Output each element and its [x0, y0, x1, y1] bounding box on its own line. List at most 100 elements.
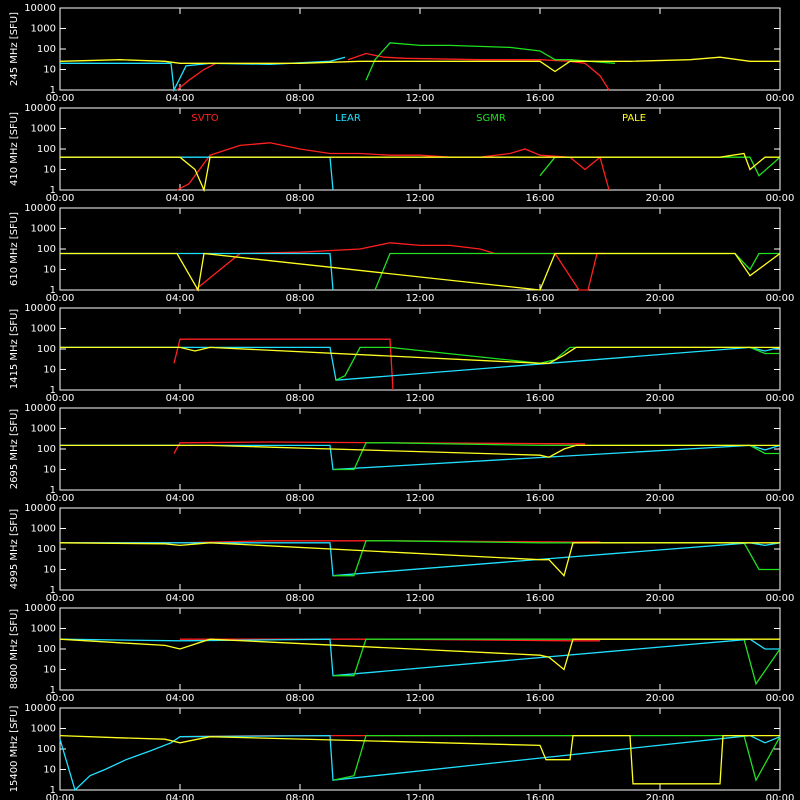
series-line — [194, 242, 606, 291]
y-tick-label: 10 — [43, 665, 56, 676]
plot-frame — [59, 107, 781, 191]
y-axis-label: 245 MHz [SFU] — [9, 12, 20, 86]
series-line — [333, 442, 780, 471]
x-tick-label: 00:00 — [766, 493, 795, 504]
y-tick-label: 1 — [50, 85, 56, 96]
series-line — [365, 42, 616, 81]
series-line — [59, 638, 780, 671]
series-line — [59, 542, 780, 577]
y-tick-label: 1000 — [31, 324, 56, 335]
x-tick-label: 20:00 — [646, 493, 675, 504]
x-tick-label: 00:00 — [766, 93, 795, 104]
plot-frame — [59, 707, 781, 791]
y-tick-label: 100 — [37, 444, 56, 455]
series-line — [374, 252, 780, 291]
x-tick-label: 12:00 — [406, 393, 435, 404]
x-tick-label: 08:00 — [286, 393, 315, 404]
x-tick-label: 04:00 — [166, 193, 195, 204]
x-tick-label: 12:00 — [406, 593, 435, 604]
series-line — [60, 346, 780, 364]
x-tick-label: 12:00 — [406, 293, 435, 304]
plot-frame — [59, 307, 781, 391]
x-tick-label: 08:00 — [286, 493, 315, 504]
series-line — [60, 444, 781, 471]
y-tick-label: 1000 — [31, 624, 56, 635]
x-tick-label: 16:00 — [526, 193, 555, 204]
y-tick-label: 10000 — [24, 103, 56, 114]
y-tick-label: 10 — [43, 365, 56, 376]
y-tick-label: 10000 — [24, 703, 56, 714]
y-axis-label: 410 MHz [SFU] — [9, 112, 20, 186]
x-tick-label: 16:00 — [526, 93, 555, 104]
x-tick-label: 00:00 — [46, 93, 75, 104]
y-tick-label: 10000 — [24, 403, 56, 414]
legend-label: SGMR — [476, 113, 506, 124]
x-tick-label: 20:00 — [646, 393, 675, 404]
x-tick-label: 12:00 — [406, 93, 435, 104]
x-tick-label: 00:00 — [766, 193, 795, 204]
x-tick-label: 00:00 — [766, 693, 795, 704]
x-tick-label: 12:00 — [406, 493, 435, 504]
series-line — [60, 346, 781, 381]
x-tick-label: 00:00 — [46, 393, 75, 404]
x-tick-label: 16:00 — [526, 793, 555, 800]
series-line — [59, 56, 780, 73]
x-tick-label: 00:00 — [766, 593, 795, 604]
series-line — [176, 142, 610, 191]
x-tick-label: 12:00 — [406, 793, 435, 800]
x-tick-label: 16:00 — [526, 393, 555, 404]
plot-frame — [59, 207, 781, 291]
x-tick-label: 16:00 — [526, 593, 555, 604]
y-tick-label: 1 — [50, 585, 56, 596]
series-line — [332, 734, 781, 782]
y-tick-label: 10 — [43, 565, 56, 576]
series-line — [176, 52, 610, 91]
y-axis-label: 8800 MHz [SFU] — [9, 609, 20, 690]
x-tick-label: 20:00 — [646, 793, 675, 800]
y-tick-label: 10 — [43, 265, 56, 276]
x-tick-label: 00:00 — [46, 693, 75, 704]
y-tick-label: 1000 — [31, 124, 56, 135]
y-tick-label: 10 — [43, 165, 56, 176]
y-tick-label: 100 — [37, 344, 56, 355]
x-tick-label: 20:00 — [646, 593, 675, 604]
x-tick-label: 00:00 — [46, 593, 75, 604]
y-axis-label: 610 MHz [SFU] — [9, 212, 20, 286]
x-tick-label: 04:00 — [166, 93, 195, 104]
x-tick-label: 00:00 — [46, 493, 75, 504]
plot-frame — [59, 407, 781, 491]
y-tick-label: 100 — [37, 44, 56, 55]
x-tick-label: 20:00 — [646, 693, 675, 704]
y-tick-label: 10000 — [24, 3, 56, 14]
x-tick-label: 20:00 — [646, 93, 675, 104]
x-tick-label: 12:00 — [406, 693, 435, 704]
x-tick-label: 04:00 — [166, 293, 195, 304]
y-tick-label: 10 — [43, 465, 56, 476]
y-tick-label: 10000 — [24, 203, 56, 214]
y-tick-label: 100 — [37, 244, 56, 255]
series-line — [59, 734, 780, 785]
x-tick-label: 00:00 — [766, 793, 795, 800]
x-tick-label: 12:00 — [406, 193, 435, 204]
y-tick-label: 10000 — [24, 303, 56, 314]
series-line — [60, 252, 334, 291]
series-line — [333, 540, 780, 577]
x-tick-label: 16:00 — [526, 493, 555, 504]
series-line — [60, 152, 780, 193]
x-tick-label: 08:00 — [286, 593, 315, 604]
series-line — [539, 156, 781, 177]
y-tick-label: 100 — [37, 744, 56, 755]
y-tick-label: 100 — [37, 644, 56, 655]
y-axis-label: 4995 MHz [SFU] — [9, 509, 20, 590]
x-tick-label: 20:00 — [646, 293, 675, 304]
y-tick-label: 10 — [43, 765, 56, 776]
y-axis-label: 1415 MHz [SFU] — [9, 309, 20, 390]
x-tick-label: 16:00 — [526, 293, 555, 304]
x-tick-label: 08:00 — [286, 193, 315, 204]
y-tick-label: 1000 — [31, 224, 56, 235]
x-tick-label: 04:00 — [166, 593, 195, 604]
y-tick-label: 100 — [37, 544, 56, 555]
y-tick-label: 1 — [50, 185, 56, 196]
